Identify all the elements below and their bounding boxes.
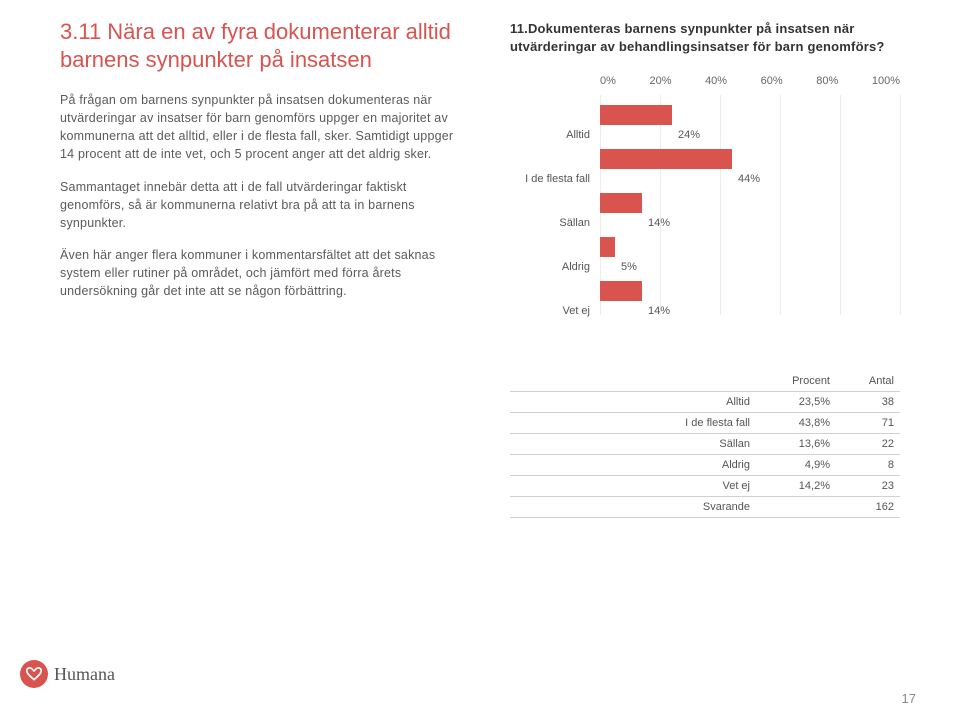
chart-bar: Aldrig5% xyxy=(600,237,615,257)
table-header-cell xyxy=(510,375,770,387)
table-cell: 14,2% xyxy=(770,480,850,492)
page-number: 17 xyxy=(902,691,916,706)
paragraph: Även här anger flera kommuner i kommenta… xyxy=(60,246,460,300)
table-cell xyxy=(770,501,850,513)
bar-category-label: Alltid xyxy=(566,125,600,145)
x-tick: 0% xyxy=(600,75,616,87)
left-column: 3.11 Nära en av fyra dokumen­terar allti… xyxy=(60,18,460,518)
bar-category-label: Sällan xyxy=(559,213,600,233)
brand-logo: Humana xyxy=(20,660,920,688)
grid-line xyxy=(660,95,661,315)
table-row: I de flesta fall43,8%71 xyxy=(510,412,900,433)
table-cell: Svarande xyxy=(510,501,770,513)
table-cell: I de flesta fall xyxy=(510,417,770,429)
table-cell: 22 xyxy=(850,438,900,450)
table-cell: 23 xyxy=(850,480,900,492)
x-tick: 20% xyxy=(649,75,671,87)
table-cell: 38 xyxy=(850,396,900,408)
chart-bar: I de flesta fall44% xyxy=(600,149,732,169)
table-cell: 4,9% xyxy=(770,459,850,471)
table-cell: Aldrig xyxy=(510,459,770,471)
chart-bar: Sällan14% xyxy=(600,193,642,213)
chart-title: 11.Dokumenteras barnens synpunkter på in… xyxy=(510,20,910,55)
chart-plot-area: Alltid24% I de flesta fall44% Sällan14% Ald… xyxy=(600,95,900,315)
table-cell: 8 xyxy=(850,459,900,471)
brand-name: Humana xyxy=(54,664,115,685)
grid-line xyxy=(720,95,721,315)
table-cell: 13,6% xyxy=(770,438,850,450)
bar-value-label: 24% xyxy=(672,125,700,145)
table-row: Aldrig4,9%8 xyxy=(510,454,900,475)
table-row: Vet ej14,2%23 xyxy=(510,475,900,496)
right-column: 11.Dokumenteras barnens synpunkter på in… xyxy=(510,18,910,518)
bar-value-label: 44% xyxy=(732,169,760,189)
bar-rect xyxy=(600,193,642,213)
bar-chart: 0% 20% 40% 60% 80% 100% Alltid24%I de fl… xyxy=(510,75,900,335)
bar-rect xyxy=(600,281,642,301)
table-cell: Alltid xyxy=(510,396,770,408)
paragraph: Sammantaget innebär detta att i de fall … xyxy=(60,178,460,232)
table-cell: 162 xyxy=(850,501,900,513)
table-cell: 23,5% xyxy=(770,396,850,408)
bar-value-label: 5% xyxy=(615,257,637,277)
table-cell: Vet ej xyxy=(510,480,770,492)
chart-bar: Vet ej14% xyxy=(600,281,642,301)
chart-x-axis: 0% 20% 40% 60% 80% 100% xyxy=(600,75,900,87)
table-cell: 71 xyxy=(850,417,900,429)
bar-category-label: Aldrig xyxy=(562,257,600,277)
table-header-row: Procent Antal xyxy=(510,371,900,391)
paragraph: På frågan om barnens synpunkter på insat… xyxy=(60,91,460,164)
x-tick: 100% xyxy=(872,75,900,87)
section-heading: 3.11 Nära en av fyra dokumen­terar allti… xyxy=(60,18,460,73)
bar-value-label: 14% xyxy=(642,301,670,321)
bar-rect xyxy=(600,237,615,257)
table-header-cell: Procent xyxy=(770,375,850,387)
grid-line xyxy=(840,95,841,315)
page-footer: Humana 17 xyxy=(20,660,920,710)
bar-category-label: I de flesta fall xyxy=(525,169,600,189)
x-tick: 40% xyxy=(705,75,727,87)
chart-bar: Alltid24% xyxy=(600,105,672,125)
table-cell: Sällan xyxy=(510,438,770,450)
x-tick: 80% xyxy=(816,75,838,87)
table-row: Sällan13,6%22 xyxy=(510,433,900,454)
grid-line xyxy=(900,95,901,315)
table-row: Alltid23,5%38 xyxy=(510,391,900,412)
bar-category-label: Vet ej xyxy=(562,301,600,321)
grid-line xyxy=(780,95,781,315)
bar-value-label: 14% xyxy=(642,213,670,233)
table-row: Svarande 162 xyxy=(510,496,900,518)
heart-icon xyxy=(20,660,48,688)
page-content: 3.11 Nära en av fyra dokumen­terar allti… xyxy=(0,0,960,558)
table-cell: 43,8% xyxy=(770,417,850,429)
data-table: Procent Antal Alltid23,5%38I de flesta f… xyxy=(510,371,900,518)
bar-rect xyxy=(600,105,672,125)
bar-rect xyxy=(600,149,732,169)
table-header-cell: Antal xyxy=(850,375,900,387)
x-tick: 60% xyxy=(761,75,783,87)
